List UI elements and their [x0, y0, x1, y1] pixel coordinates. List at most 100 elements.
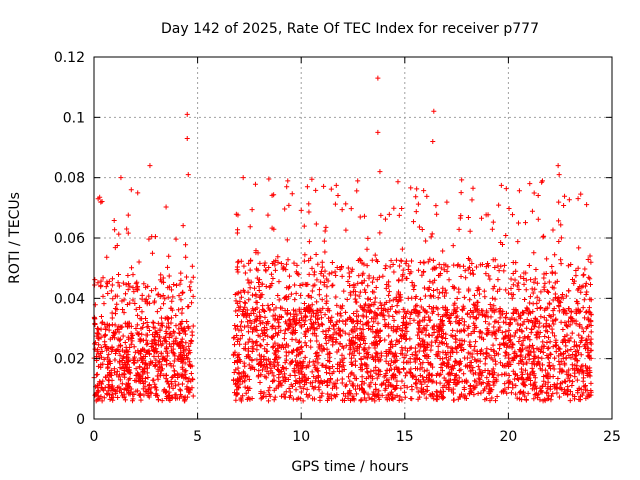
- data-point: [323, 363, 329, 369]
- data-point: [413, 209, 419, 215]
- data-point: [375, 320, 381, 326]
- data-point: [537, 320, 543, 326]
- data-point: [146, 293, 152, 299]
- data-point: [451, 376, 457, 382]
- data-point: [525, 390, 531, 396]
- data-point: [314, 350, 320, 356]
- data-point: [255, 332, 261, 338]
- data-point: [420, 360, 426, 366]
- data-point: [165, 294, 171, 300]
- data-point: [409, 279, 415, 285]
- data-point: [432, 277, 438, 283]
- data-point: [564, 332, 570, 338]
- data-point: [178, 277, 184, 283]
- data-point: [126, 364, 132, 370]
- data-point: [483, 271, 489, 277]
- data-point: [258, 314, 264, 320]
- data-point: [370, 323, 376, 329]
- data-point: [187, 284, 193, 290]
- data-point: [105, 281, 111, 287]
- data-point: [347, 378, 353, 384]
- data-point: [433, 389, 439, 395]
- data-point: [245, 289, 251, 295]
- data-point: [565, 337, 571, 343]
- data-point: [165, 320, 171, 326]
- data-point: [550, 318, 556, 324]
- data-point: [509, 295, 515, 301]
- data-point: [556, 353, 562, 359]
- data-point: [459, 177, 465, 183]
- data-point: [388, 258, 394, 264]
- data-point: [450, 243, 456, 249]
- data-point: [558, 257, 564, 263]
- data-point: [102, 344, 108, 350]
- x-tick-label: 20: [499, 429, 517, 445]
- data-point: [537, 366, 543, 372]
- data-point: [120, 333, 126, 339]
- data-point: [179, 290, 185, 296]
- data-point: [362, 341, 368, 347]
- data-point: [282, 394, 288, 400]
- data-point: [320, 362, 326, 368]
- data-point: [534, 294, 540, 300]
- data-point: [358, 331, 364, 337]
- data-point: [530, 368, 536, 374]
- data-point: [369, 355, 375, 361]
- data-point: [398, 297, 404, 303]
- data-point: [262, 346, 268, 352]
- data-point: [489, 332, 495, 338]
- data-point: [306, 239, 312, 245]
- data-point: [436, 290, 442, 296]
- data-point: [480, 369, 486, 375]
- data-point: [119, 381, 125, 387]
- data-point: [143, 389, 149, 395]
- data-point: [313, 358, 319, 364]
- data-point: [467, 297, 473, 303]
- data-point: [542, 334, 548, 340]
- data-point: [99, 398, 105, 404]
- data-point: [586, 333, 592, 339]
- data-point: [258, 391, 264, 397]
- data-point: [262, 314, 268, 320]
- data-point: [534, 385, 540, 391]
- data-point: [101, 301, 107, 307]
- data-point: [104, 254, 110, 260]
- data-point: [430, 378, 436, 384]
- data-point: [419, 338, 425, 344]
- data-point: [235, 259, 241, 265]
- data-point: [287, 284, 293, 290]
- data-point: [364, 369, 370, 375]
- data-point: [120, 347, 126, 353]
- data-point: [146, 362, 152, 368]
- data-point: [358, 356, 364, 362]
- data-point: [476, 375, 482, 381]
- data-point: [137, 392, 143, 398]
- data-point: [518, 349, 524, 355]
- data-point: [155, 320, 161, 326]
- data-point: [432, 266, 438, 272]
- data-point: [153, 357, 159, 363]
- data-point: [527, 181, 533, 187]
- data-point: [574, 363, 580, 369]
- data-point: [322, 249, 328, 255]
- data-point: [231, 370, 237, 376]
- data-point: [522, 354, 528, 360]
- data-point: [452, 359, 458, 365]
- data-point: [440, 285, 446, 291]
- data-point: [232, 292, 238, 298]
- data-point: [298, 322, 304, 328]
- data-point: [288, 393, 294, 399]
- data-point: [167, 361, 173, 367]
- data-point: [117, 377, 123, 383]
- data-point: [122, 374, 128, 380]
- data-point: [376, 339, 382, 345]
- data-point: [278, 393, 284, 399]
- data-point: [399, 277, 405, 283]
- data-point: [380, 313, 386, 319]
- data-point: [584, 202, 590, 208]
- data-point: [503, 287, 509, 293]
- data-point: [516, 286, 522, 292]
- data-point: [434, 287, 440, 293]
- data-point: [361, 213, 367, 219]
- data-point: [262, 308, 268, 314]
